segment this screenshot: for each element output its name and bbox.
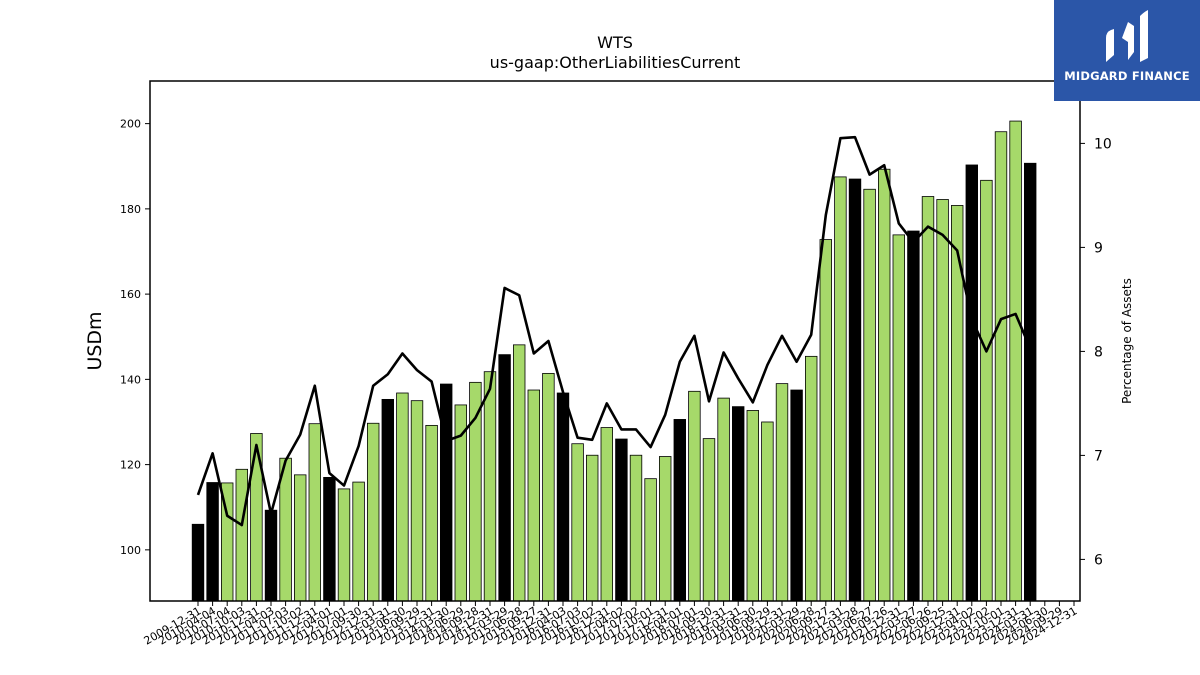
bar-annual — [381, 398, 395, 602]
bar-quarter — [994, 131, 1008, 602]
bar-quarter — [688, 390, 701, 602]
bar-annual — [673, 419, 687, 602]
bar-annual — [615, 438, 628, 602]
y-tick-label: 160 — [120, 288, 141, 301]
chart-title: WTS — [597, 33, 633, 52]
bar-quarter — [396, 392, 409, 602]
series-line — [196, 135, 1032, 527]
bar-quarter — [980, 179, 993, 602]
plot-frame — [149, 80, 1081, 602]
y-axis-label: USDm — [84, 311, 106, 370]
bar-quarter — [235, 468, 249, 602]
y-axis-right: 6 7 8 9 10 — [1080, 136, 1112, 568]
bar-annual — [965, 164, 979, 602]
bar-annual — [264, 509, 278, 602]
y-tick-label: 100 — [120, 544, 141, 557]
bar-annual — [439, 383, 453, 602]
logo-mark-icon — [1106, 10, 1148, 62]
bar-quarter — [775, 383, 789, 602]
bars-layer — [191, 120, 1037, 602]
y-tick-label: 200 — [120, 118, 141, 131]
chart-subtitle: us-gaap:OtherLiabilitiesCurrent — [490, 53, 741, 72]
y2-tick-label: 8 — [1094, 344, 1103, 360]
bar-quarter — [308, 423, 322, 602]
bar-quarter — [921, 196, 935, 602]
bar-annual — [1024, 162, 1037, 602]
y2-tick-label: 10 — [1094, 136, 1112, 152]
bar-annual — [556, 392, 570, 602]
bar-quarter — [834, 176, 847, 602]
bar-quarter — [659, 456, 672, 602]
bar-quarter — [892, 234, 906, 602]
y-axis-left: 100 120 140 160 180 200 — [120, 118, 150, 557]
y-tick-label: 120 — [120, 459, 141, 472]
bar-quarter — [761, 421, 774, 602]
x-axis: 2009-12-312010-04-042010-07-042010-10-03… — [142, 601, 1080, 648]
bar-quarter — [702, 438, 716, 602]
bar-quarter — [863, 188, 876, 602]
bar-quarter — [513, 344, 526, 602]
bar-annual — [848, 178, 862, 602]
y2-tick-label: 6 — [1094, 552, 1103, 568]
bar-quarter — [629, 454, 643, 602]
bar-annual — [191, 523, 205, 602]
bar-annual — [206, 482, 219, 602]
bar-quarter — [527, 389, 541, 602]
bar-annual — [323, 476, 336, 602]
midgard-finance-logo: MIDGARD FINANCE — [1054, 0, 1200, 101]
line-layer — [196, 135, 1032, 527]
y2-tick-label: 9 — [1094, 240, 1103, 256]
bar-quarter — [483, 371, 497, 602]
bar-quarter — [600, 427, 614, 602]
bar-quarter — [410, 400, 424, 602]
bar-quarter — [425, 424, 438, 602]
y2-tick-label: 7 — [1094, 448, 1103, 464]
bar-quarter — [352, 481, 365, 602]
bar-quarter — [366, 422, 380, 602]
y-tick-label: 140 — [120, 373, 141, 386]
bar-annual — [907, 230, 920, 602]
bar-annual — [790, 389, 803, 602]
bar-quarter — [337, 488, 351, 602]
bar-annual — [498, 354, 511, 602]
bar-quarter — [1009, 120, 1022, 602]
y2-axis-label: Percentage of Assets — [1120, 278, 1134, 404]
bar-quarter — [936, 199, 949, 602]
bar-quarter — [644, 478, 657, 602]
bar-quarter — [571, 443, 584, 602]
bar-quarter — [293, 474, 307, 602]
logo-text: MIDGARD FINANCE — [1064, 69, 1190, 83]
bar-annual — [732, 406, 745, 602]
bar-quarter — [717, 397, 730, 602]
y-tick-label: 180 — [120, 203, 141, 216]
bar-quarter — [586, 454, 599, 602]
bar-quarter — [542, 372, 555, 602]
bar-quarter — [819, 239, 833, 602]
bar-quarter — [746, 410, 760, 602]
bar-quarter — [878, 168, 891, 602]
bar-quarter — [805, 355, 818, 602]
